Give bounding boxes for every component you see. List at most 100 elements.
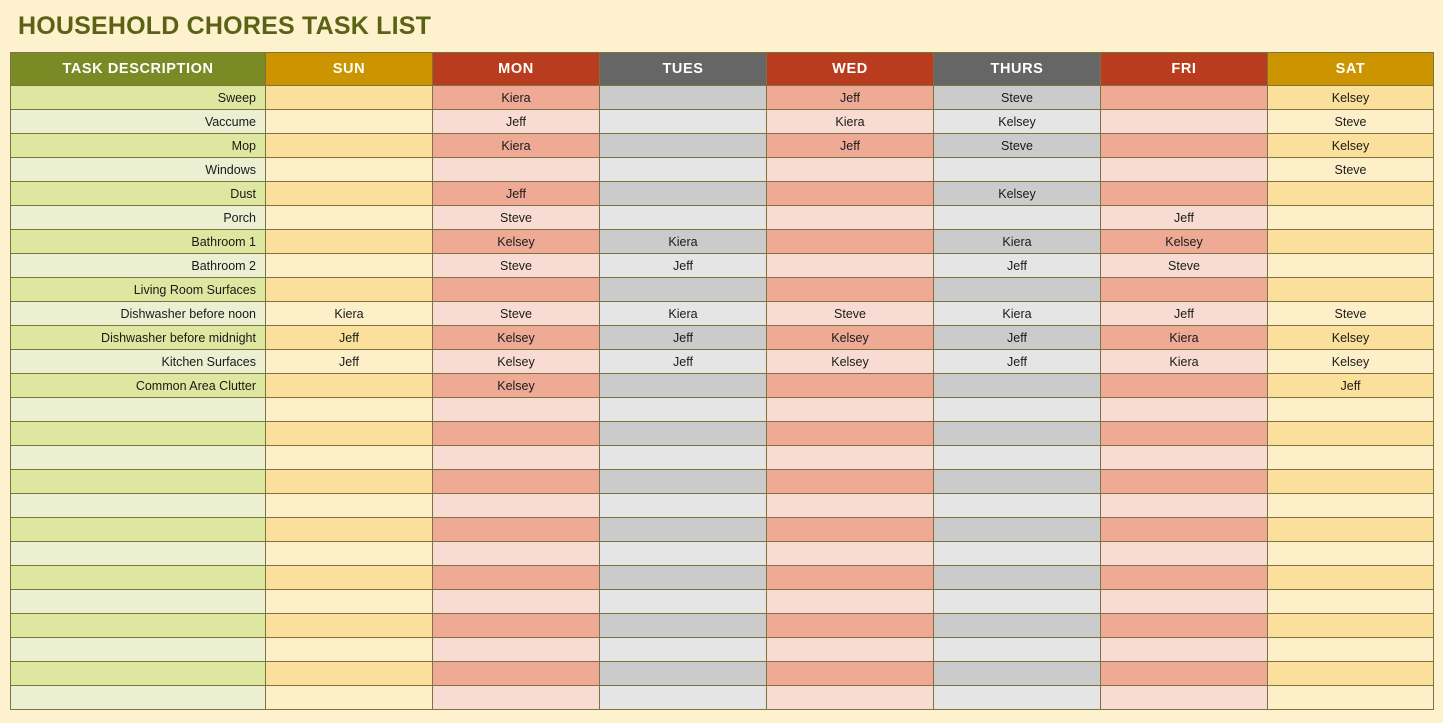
assignment-cell-thurs[interactable] <box>933 589 1101 614</box>
assignment-cell-thurs[interactable] <box>933 397 1101 422</box>
task-description-cell[interactable]: Mop <box>10 133 266 158</box>
task-description-cell[interactable] <box>10 421 266 446</box>
assignment-cell-sat[interactable] <box>1267 253 1434 278</box>
assignment-cell-sun[interactable] <box>265 85 433 110</box>
assignment-cell-sat[interactable] <box>1267 445 1434 470</box>
assignment-cell-sun[interactable] <box>265 685 433 710</box>
assignment-cell-fri[interactable] <box>1100 133 1268 158</box>
assignment-cell-mon[interactable] <box>432 589 600 614</box>
assignment-cell-wed[interactable]: Jeff <box>766 85 934 110</box>
task-description-cell[interactable] <box>10 565 266 590</box>
column-header-sun[interactable]: SUN <box>265 52 433 86</box>
assignment-cell-sun[interactable] <box>265 373 433 398</box>
assignment-cell-sun[interactable] <box>265 589 433 614</box>
assignment-cell-wed[interactable] <box>766 445 934 470</box>
assignment-cell-fri[interactable] <box>1100 421 1268 446</box>
assignment-cell-thurs[interactable]: Kelsey <box>933 109 1101 134</box>
assignment-cell-sun[interactable] <box>265 469 433 494</box>
assignment-cell-thurs[interactable]: Jeff <box>933 349 1101 374</box>
task-description-cell[interactable] <box>10 589 266 614</box>
assignment-cell-mon[interactable] <box>432 469 600 494</box>
assignment-cell-thurs[interactable] <box>933 541 1101 566</box>
assignment-cell-mon[interactable] <box>432 397 600 422</box>
assignment-cell-tues[interactable]: Jeff <box>599 349 767 374</box>
assignment-cell-sun[interactable] <box>265 637 433 662</box>
assignment-cell-sat[interactable] <box>1267 589 1434 614</box>
assignment-cell-thurs[interactable]: Kelsey <box>933 181 1101 206</box>
column-header-fri[interactable]: FRI <box>1100 52 1268 86</box>
task-description-cell[interactable]: Dishwasher before noon <box>10 301 266 326</box>
assignment-cell-fri[interactable] <box>1100 85 1268 110</box>
assignment-cell-fri[interactable]: Jeff <box>1100 301 1268 326</box>
task-description-cell[interactable]: Living Room Surfaces <box>10 277 266 302</box>
task-description-cell[interactable]: Common Area Clutter <box>10 373 266 398</box>
task-description-cell[interactable] <box>10 541 266 566</box>
assignment-cell-sat[interactable] <box>1267 181 1434 206</box>
assignment-cell-fri[interactable] <box>1100 157 1268 182</box>
assignment-cell-thurs[interactable]: Steve <box>933 133 1101 158</box>
assignment-cell-tues[interactable] <box>599 205 767 230</box>
assignment-cell-sun[interactable] <box>265 421 433 446</box>
assignment-cell-wed[interactable] <box>766 277 934 302</box>
assignment-cell-sat[interactable]: Kelsey <box>1267 85 1434 110</box>
assignment-cell-sun[interactable] <box>265 157 433 182</box>
assignment-cell-sat[interactable] <box>1267 685 1434 710</box>
assignment-cell-wed[interactable] <box>766 157 934 182</box>
assignment-cell-sun[interactable]: Jeff <box>265 325 433 350</box>
assignment-cell-tues[interactable] <box>599 469 767 494</box>
assignment-cell-wed[interactable] <box>766 421 934 446</box>
assignment-cell-wed[interactable]: Kiera <box>766 109 934 134</box>
assignment-cell-sun[interactable] <box>265 229 433 254</box>
assignment-cell-tues[interactable] <box>599 157 767 182</box>
assignment-cell-wed[interactable]: Kelsey <box>766 349 934 374</box>
assignment-cell-sun[interactable] <box>265 661 433 686</box>
assignment-cell-fri[interactable] <box>1100 661 1268 686</box>
assignment-cell-thurs[interactable] <box>933 445 1101 470</box>
assignment-cell-sun[interactable] <box>265 493 433 518</box>
assignment-cell-thurs[interactable] <box>933 469 1101 494</box>
assignment-cell-sat[interactable]: Jeff <box>1267 373 1434 398</box>
column-header-wed[interactable]: WED <box>766 52 934 86</box>
assignment-cell-mon[interactable] <box>432 565 600 590</box>
assignment-cell-tues[interactable] <box>599 565 767 590</box>
assignment-cell-sat[interactable] <box>1267 493 1434 518</box>
assignment-cell-tues[interactable] <box>599 493 767 518</box>
assignment-cell-tues[interactable] <box>599 397 767 422</box>
assignment-cell-sat[interactable]: Kelsey <box>1267 133 1434 158</box>
assignment-cell-sat[interactable] <box>1267 397 1434 422</box>
assignment-cell-wed[interactable] <box>766 565 934 590</box>
task-description-cell[interactable] <box>10 517 266 542</box>
assignment-cell-sun[interactable] <box>265 613 433 638</box>
column-header-sat[interactable]: SAT <box>1267 52 1434 86</box>
assignment-cell-sat[interactable]: Steve <box>1267 109 1434 134</box>
assignment-cell-mon[interactable] <box>432 613 600 638</box>
assignment-cell-thurs[interactable]: Jeff <box>933 325 1101 350</box>
assignment-cell-thurs[interactable] <box>933 157 1101 182</box>
assignment-cell-fri[interactable] <box>1100 589 1268 614</box>
assignment-cell-wed[interactable] <box>766 397 934 422</box>
assignment-cell-sat[interactable]: Kelsey <box>1267 325 1434 350</box>
assignment-cell-tues[interactable] <box>599 661 767 686</box>
assignment-cell-wed[interactable] <box>766 637 934 662</box>
assignment-cell-mon[interactable] <box>432 637 600 662</box>
task-description-cell[interactable] <box>10 493 266 518</box>
assignment-cell-sat[interactable]: Steve <box>1267 301 1434 326</box>
assignment-cell-wed[interactable] <box>766 205 934 230</box>
assignment-cell-sat[interactable] <box>1267 541 1434 566</box>
assignment-cell-mon[interactable]: Kelsey <box>432 229 600 254</box>
assignment-cell-wed[interactable]: Kelsey <box>766 325 934 350</box>
task-description-cell[interactable] <box>10 685 266 710</box>
assignment-cell-thurs[interactable] <box>933 685 1101 710</box>
assignment-cell-mon[interactable]: Jeff <box>432 109 600 134</box>
assignment-cell-fri[interactable] <box>1100 637 1268 662</box>
assignment-cell-wed[interactable] <box>766 469 934 494</box>
assignment-cell-sun[interactable] <box>265 565 433 590</box>
assignment-cell-wed[interactable]: Steve <box>766 301 934 326</box>
assignment-cell-fri[interactable] <box>1100 493 1268 518</box>
assignment-cell-mon[interactable] <box>432 517 600 542</box>
assignment-cell-fri[interactable]: Kiera <box>1100 325 1268 350</box>
assignment-cell-fri[interactable] <box>1100 541 1268 566</box>
assignment-cell-fri[interactable] <box>1100 109 1268 134</box>
column-header-mon[interactable]: MON <box>432 52 600 86</box>
assignment-cell-tues[interactable]: Jeff <box>599 253 767 278</box>
